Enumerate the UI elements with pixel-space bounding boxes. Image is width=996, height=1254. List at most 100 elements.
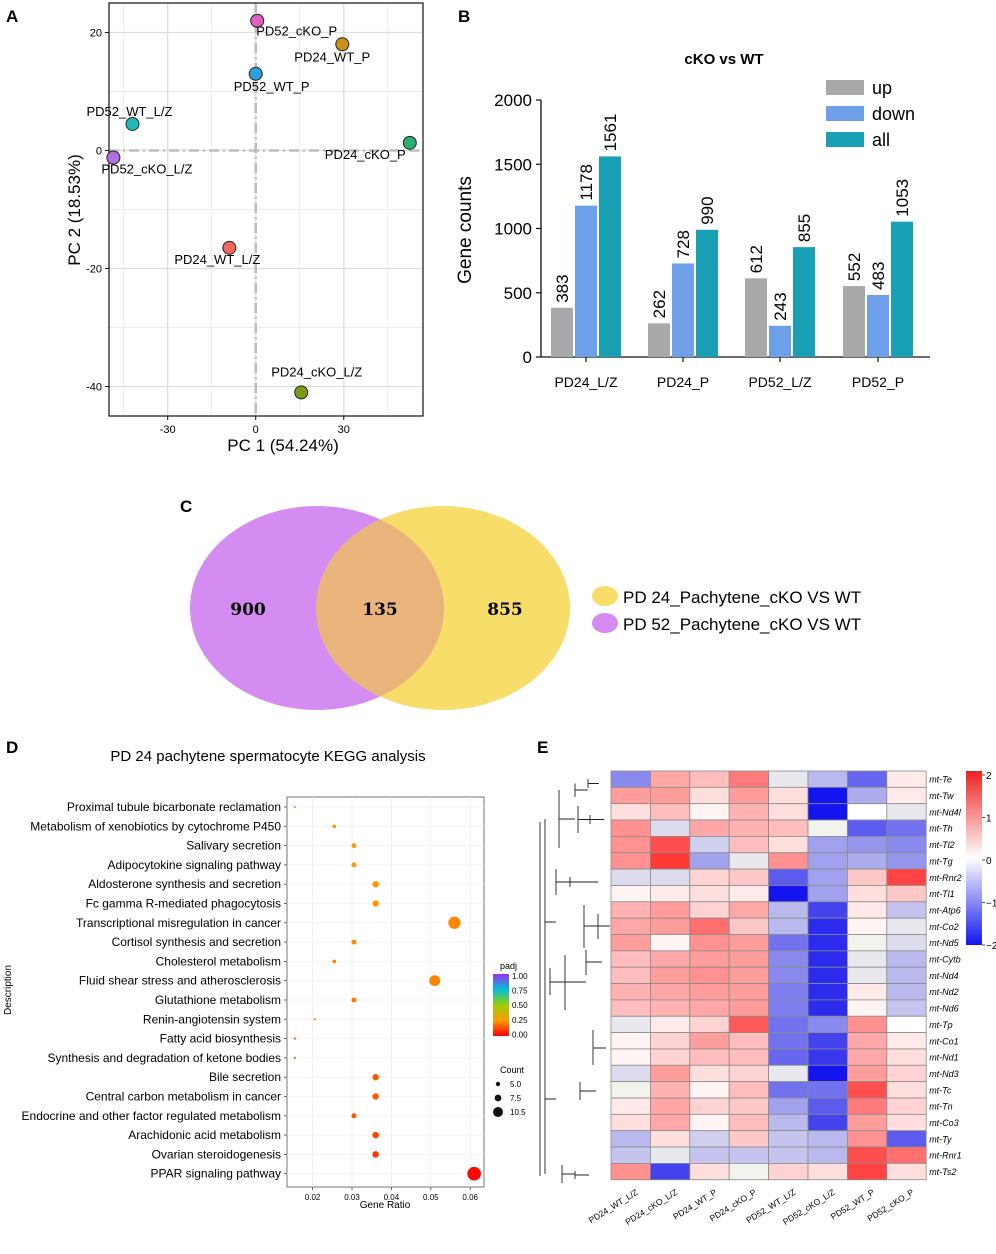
heatmap-cell [847, 819, 888, 837]
heatmap-cell [847, 803, 888, 821]
heatmap-cell [768, 1064, 809, 1083]
heatmap-row-label: mt-Tn [929, 1102, 953, 1112]
heatmap-cell [807, 852, 848, 870]
bar-y-tick-label: 2000 [494, 91, 532, 110]
count-legend-title: Count [500, 1065, 525, 1075]
heatmap-cell [728, 950, 770, 968]
bar-value-label: 483 [869, 262, 888, 290]
heatmap-cell [768, 1163, 809, 1181]
pca-y-tick-label: 0 [96, 146, 102, 158]
heatmap-cell [886, 885, 927, 903]
bar-x-tick-labels: PD24_L/Z PD24_P PD52_L/Z PD52_P [554, 357, 904, 390]
heatmap-cell [689, 1064, 730, 1083]
heatmap-cell [689, 983, 730, 1001]
heatmap-cell [650, 901, 691, 919]
bar-groups: 383 1178 1561 262 728 990 612 243 855 552 483 1053 [551, 114, 913, 357]
pca-y-tick-label: 20 [90, 28, 102, 40]
count-legend-dot [495, 1081, 501, 1087]
heatmap-cell [728, 868, 770, 886]
heatmap-cell [807, 934, 848, 952]
heatmap-row-label: mt-Nd5 [929, 938, 959, 948]
heatmap-row-label: mt-Tl1 [929, 889, 955, 899]
venn-count-right: 855 [487, 600, 523, 620]
heatmap-row-label: mt-Nd3 [929, 1069, 959, 1079]
heatmap-cell [807, 1113, 848, 1132]
heatmap-cell [807, 1130, 848, 1148]
heatmap-cell [886, 852, 927, 870]
bar-up [843, 286, 865, 357]
bar-y-tick-label: 500 [504, 284, 532, 303]
heatmap-cell [768, 885, 809, 903]
heatmap-cell [689, 934, 730, 952]
kegg-dot [351, 862, 357, 868]
heatmap-cell [610, 803, 651, 821]
heatmap-cell [847, 1015, 888, 1034]
heatmap-cell [689, 786, 730, 805]
heatmap-cell [610, 1163, 651, 1181]
kegg-term-label: Fluid shear stress and atherosclerosis [79, 974, 281, 988]
heatmap-cell [728, 1015, 770, 1034]
heatmap-cell [886, 901, 927, 919]
kegg-term-label: Renin-angiotensin system [143, 1012, 281, 1026]
heatmap-cell [689, 999, 730, 1017]
pca-point-label: PD24_WT_P [294, 49, 370, 64]
heatmap-cell [610, 1081, 651, 1099]
kegg-term-label: Endocrine and other factor regulated met… [22, 1109, 281, 1123]
heatmap-cell [807, 983, 848, 1001]
heatmap-cell [768, 786, 809, 805]
heatmap-cell [807, 803, 848, 821]
heatmap-cell [610, 901, 651, 919]
heatmap-cell [886, 1097, 927, 1115]
heatmap-cell [689, 1146, 730, 1164]
heatmap-cell [650, 1146, 691, 1164]
kegg-dot [293, 1037, 296, 1040]
heatmap-cell [807, 885, 848, 903]
kegg-term-label: Arachidonic acid metabolism [128, 1128, 281, 1142]
heatmap-cell [650, 1097, 691, 1115]
heatmap-cell [886, 868, 927, 886]
heatmap-cell [886, 819, 927, 837]
heatmap-cell [728, 819, 770, 837]
heatmap-cell [886, 1113, 927, 1132]
pca-point-label: PD24_cKO_L/Z [271, 364, 362, 379]
kegg-term-label: Transcriptional misregulation in cancer [76, 916, 281, 930]
heatmap-cell [768, 1015, 809, 1034]
heatmap-cell [650, 917, 691, 935]
panel-label-d: D [6, 738, 18, 757]
heatmap-cell [768, 1146, 809, 1164]
heatmap-cell [807, 770, 848, 788]
bar-value-label: 1053 [893, 179, 912, 217]
heatmap-colorbar-tick-label: −2 [986, 941, 996, 952]
bar-legend-swatch-down [826, 106, 864, 121]
bar-chart-title: cKO vs WT [684, 51, 763, 68]
heatmap-cell [728, 999, 770, 1017]
heatmap-cell [847, 868, 888, 886]
heatmap-row-label: mt-Co3 [929, 1118, 959, 1128]
kegg-y-axis-label: Description [3, 965, 14, 1015]
heatmap-cell [650, 1048, 691, 1066]
heatmap-row-label: mt-Tw [929, 791, 954, 801]
heatmap-cell [886, 966, 927, 984]
kegg-dot [372, 1073, 379, 1081]
heatmap-cell [728, 1032, 770, 1050]
bar-value-label: 552 [845, 253, 864, 281]
heatmap-cell [650, 1130, 691, 1148]
kegg-dot [372, 1093, 379, 1100]
bar-value-label: 262 [650, 290, 669, 318]
heatmap-row-label: mt-Tl2 [929, 840, 955, 850]
venn-legend-label-pd52: PD 52_Pachytene_cKO VS WT [623, 615, 861, 634]
heatmap-cell [886, 917, 927, 935]
panel-label-e: E [537, 738, 548, 757]
kegg-term-label: Proximal tubule bicarbonate reclamation [67, 800, 281, 814]
bar-value-label: 1178 [577, 164, 596, 201]
heatmap [610, 770, 927, 1181]
heatmap-cell [610, 934, 651, 952]
kegg-term-label: Metabolism of xenobiotics by cytochrome … [30, 819, 281, 833]
heatmap-cell [768, 966, 809, 984]
heatmap-cell [807, 966, 848, 984]
venn-count-overlap: 135 [362, 600, 398, 620]
heatmap-row-label: mt-Tg [929, 856, 953, 866]
heatmap-cell [728, 966, 770, 984]
kegg-term-label: Cholesterol metabolism [156, 954, 281, 968]
